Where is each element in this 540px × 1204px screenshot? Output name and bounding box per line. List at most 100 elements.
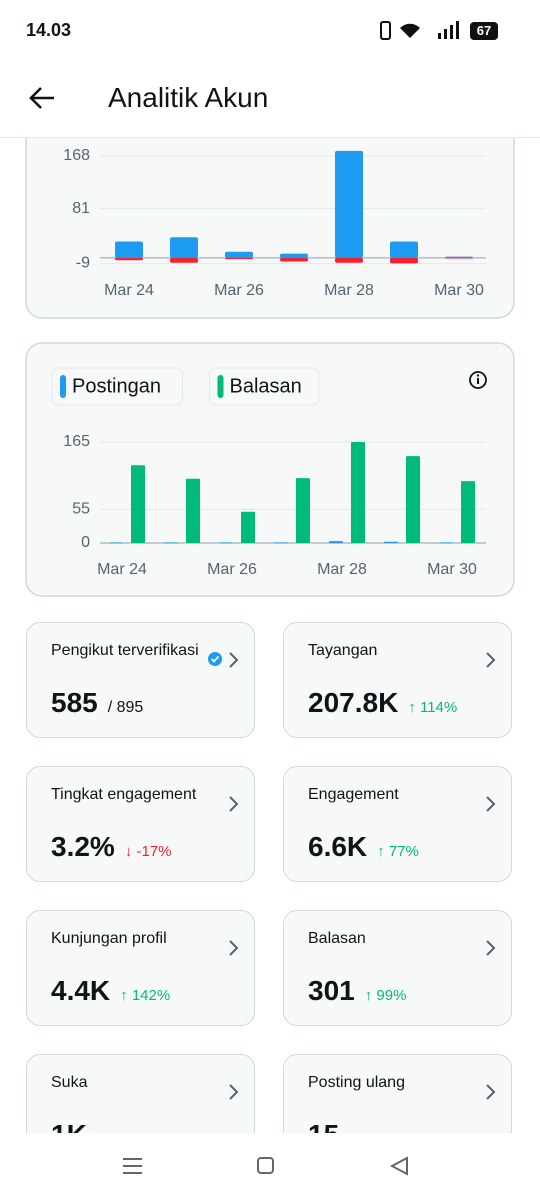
card-title: Pengikut terverifikasi [51, 642, 199, 659]
legend-swatch [60, 375, 66, 398]
bar [225, 257, 253, 260]
bar [445, 257, 473, 259]
card-value: 207.8K [308, 687, 399, 718]
stat-card[interactable]: Tayangan 207.8K ↑ 114% [283, 622, 512, 738]
bar [164, 542, 178, 544]
status-bar: 14.03 67 [0, 0, 540, 60]
bar [241, 511, 255, 543]
card-value-row: 4.4K ↑ 142% [51, 975, 170, 1007]
y-tick-label: 168 [63, 147, 90, 164]
charts: 168 81 -9 Mar 24 Mar 26 Mar 28 Mar 30 165 55 0 Mar… [25, 99, 515, 597]
bar [351, 442, 365, 543]
legend-chip [209, 367, 320, 406]
chevron [229, 940, 239, 956]
nav-bar [0, 1133, 540, 1199]
bar [219, 542, 233, 544]
card-value: 301 [308, 975, 355, 1006]
bar [170, 257, 198, 263]
bar [115, 241, 143, 258]
bar [115, 257, 143, 261]
bar [384, 541, 398, 543]
card-title: Posting ulang [308, 1074, 405, 1091]
legend-label: Balasan [230, 375, 302, 397]
bar [274, 542, 288, 544]
bar [461, 481, 475, 543]
stat-card[interactable]: Tingkat engagement 3.2% ↓ -17% [26, 766, 255, 882]
card-title: Suka [51, 1074, 88, 1091]
chart-card [25, 342, 515, 597]
card-change: ↓ -17% [124, 843, 172, 860]
bar [335, 257, 363, 263]
info-icon[interactable] [469, 371, 487, 389]
bar [131, 465, 145, 543]
y-tick-label: 55 [72, 501, 90, 518]
card-value: 15 [308, 1119, 339, 1133]
card-value: 3.2% [51, 831, 115, 862]
x-tick-label: Mar 30 [434, 282, 484, 299]
legend-chip [51, 367, 183, 406]
card-value-row: 301 ↑ 99% [308, 975, 406, 1007]
card-change: ↑ 77% [377, 843, 419, 860]
card-title: Kunjungan profil [51, 930, 167, 947]
y-tick-label: 165 [63, 433, 90, 450]
bar [406, 456, 420, 543]
stat-card[interactable]: Pengikut terverifikasi 585 / 895 [26, 622, 255, 738]
chevron [229, 652, 239, 668]
card-change: ↑ 142% [120, 987, 171, 1004]
x-tick-label: Mar 26 [214, 282, 264, 299]
x-tick-label: Mar 24 [104, 282, 154, 299]
bar [225, 251, 253, 258]
chevron [229, 1084, 239, 1100]
card-value-row: 3.2% ↓ -17% [51, 831, 172, 863]
back-button[interactable] [28, 84, 56, 112]
card-value-row: 15 [308, 1119, 339, 1133]
bar [390, 257, 418, 264]
verified-badge [208, 652, 222, 666]
y-tick-label: 81 [72, 200, 90, 217]
stat-card[interactable]: Engagement 6.6K ↑ 77% [283, 766, 512, 882]
card-value: 1K [51, 1119, 87, 1133]
battery: 67 [470, 22, 498, 40]
legend-swatch [217, 375, 224, 398]
chevron [486, 796, 496, 812]
chevron [486, 940, 496, 956]
stat-card[interactable]: Suka 1K [26, 1054, 255, 1133]
cards: Pengikut terverifikasi 585 / 895 Tayangan 20… [26, 622, 512, 1133]
x-tick-label: Mar 28 [324, 282, 374, 299]
card-value-row: 207.8K ↑ 114% [308, 687, 457, 719]
card-change: ↑ 114% [408, 699, 458, 716]
y-tick-label: -9 [76, 255, 90, 272]
bar [329, 541, 343, 543]
card-value-row: 585 / 895 [51, 687, 143, 719]
chevron [486, 1084, 496, 1100]
card-value-row: 1K [51, 1119, 87, 1133]
card-value: 6.6K [308, 831, 368, 862]
card-value: 585 [51, 687, 98, 718]
bar [445, 256, 473, 258]
stat-card[interactable]: Posting ulang 15 [283, 1054, 512, 1133]
bar [170, 237, 198, 258]
card-value: 4.4K [51, 975, 111, 1006]
bar [109, 542, 123, 544]
stat-card[interactable]: Balasan 301 ↑ 99% [283, 910, 512, 1026]
bar [335, 150, 363, 258]
card-value-row: 6.6K ↑ 77% [308, 831, 419, 863]
card-title: Tingkat engagement [51, 786, 197, 803]
chevron [486, 652, 496, 668]
card-change: ↑ 99% [364, 987, 407, 1004]
bar [280, 253, 308, 258]
x-tick-label: Mar 28 [317, 561, 367, 578]
clock: 14.03 [26, 20, 72, 40]
card-title: Tayangan [308, 642, 378, 659]
nav-icons [123, 1156, 408, 1176]
legend-label: Postingan [72, 375, 161, 397]
status-icons [380, 21, 459, 40]
chevron [229, 796, 239, 812]
stat-card[interactable]: Kunjungan profil 4.4K ↑ 142% [26, 910, 255, 1026]
card-title: Engagement [308, 786, 399, 803]
header: Analitik Akun [0, 60, 540, 138]
x-tick-label: Mar 26 [207, 561, 257, 578]
bar [296, 478, 310, 543]
